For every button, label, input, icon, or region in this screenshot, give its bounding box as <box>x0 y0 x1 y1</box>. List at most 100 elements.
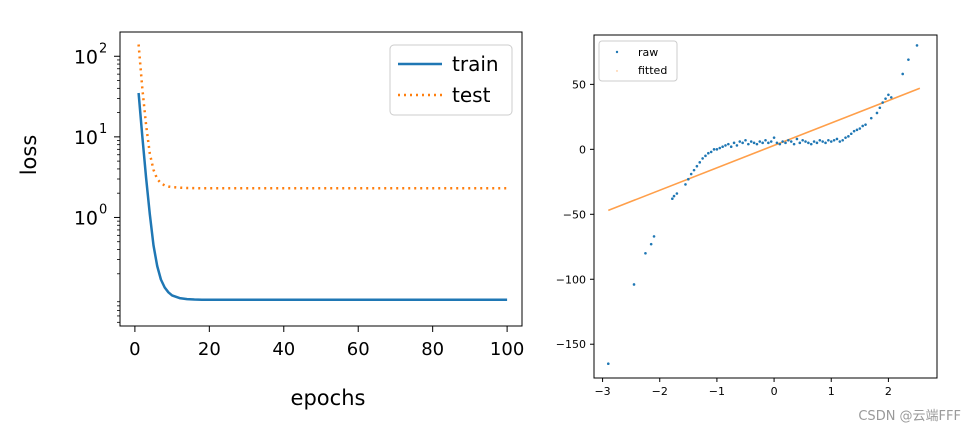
raw-point <box>747 142 750 146</box>
raw-point <box>632 283 636 286</box>
raw-point <box>784 141 787 145</box>
y-tick-exponent: 1 <box>99 122 107 137</box>
raw-point <box>809 142 813 146</box>
raw-point <box>801 138 804 142</box>
x-tick-label: 80 <box>421 339 444 360</box>
raw-point <box>807 141 810 145</box>
raw-point <box>875 111 879 115</box>
raw-point <box>818 138 822 142</box>
raw-point <box>684 183 687 186</box>
raw-point <box>852 129 856 133</box>
fit-chart-y-ticks: −150 −100 −50 0 50 <box>556 78 594 351</box>
raw-point <box>671 197 674 201</box>
raw-point <box>778 142 782 146</box>
fit-chart-frame <box>593 34 938 379</box>
raw-point <box>769 140 773 143</box>
raw-point <box>767 141 770 145</box>
series-line-train <box>137 92 508 302</box>
fit-chart-series <box>606 44 921 366</box>
raw-point <box>827 138 830 142</box>
fit-chart: −3 −2 −1 0 1 2 −150 −100 −50 0 50 raw fitted <box>556 34 938 398</box>
loss-chart-x-ticks: 0 20 40 60 80 100 <box>129 326 524 360</box>
x-axis-label: epochs <box>291 386 366 410</box>
x-tick-label: 2 <box>885 385 892 398</box>
raw-point <box>715 148 719 151</box>
raw-point <box>864 123 867 126</box>
raw-point <box>781 140 784 143</box>
raw-point <box>709 150 713 154</box>
raw-point <box>878 106 882 110</box>
raw-point <box>824 141 827 145</box>
x-tick-label: 20 <box>198 339 221 360</box>
raw-point <box>881 101 884 104</box>
watermark: CSDN @云端FFF <box>858 409 961 424</box>
raw-point <box>869 116 873 120</box>
x-tick-label: 60 <box>347 339 370 360</box>
y-tick-label: 0 <box>579 143 586 156</box>
raw-point <box>821 140 824 143</box>
raw-point <box>732 141 736 145</box>
raw-point <box>792 142 796 146</box>
raw-point <box>712 148 716 151</box>
raw-point <box>907 58 910 61</box>
fit-chart-x-ticks: −3 −2 −1 0 1 2 <box>594 378 892 398</box>
raw-point <box>718 146 722 150</box>
raw-point <box>855 128 859 132</box>
loss-chart-legend: train test <box>389 44 513 116</box>
y-axis-label: loss <box>17 135 41 176</box>
x-tick-label: 0 <box>129 339 140 360</box>
raw-point <box>789 140 793 143</box>
raw-point <box>915 44 919 47</box>
legend-raw-swatch <box>615 50 619 54</box>
raw-point <box>721 145 724 149</box>
raw-point <box>795 137 799 141</box>
raw-point <box>689 172 693 176</box>
x-tick-label: −3 <box>594 385 610 398</box>
raw-point <box>884 97 887 100</box>
raw-point <box>758 140 762 143</box>
raw-point <box>672 194 676 198</box>
y-tick-label: 10 <box>74 207 98 229</box>
raw-point <box>787 138 790 142</box>
raw-point <box>849 132 853 136</box>
raw-point <box>861 124 864 128</box>
x-tick-label: 1 <box>828 385 835 398</box>
raw-point <box>701 157 704 160</box>
y-tick-label: −150 <box>556 338 586 351</box>
raw-point <box>887 93 890 97</box>
x-tick-label: −1 <box>709 385 725 398</box>
raw-point <box>735 144 739 147</box>
raw-point <box>727 142 730 146</box>
raw-point <box>606 362 610 366</box>
raw-point <box>847 135 850 138</box>
legend-train-label: train <box>452 52 499 76</box>
y-tick-label: 10 <box>74 127 98 149</box>
y-tick-exponent: 2 <box>99 41 107 56</box>
raw-point <box>812 140 816 143</box>
legend-raw-label: raw <box>638 46 658 59</box>
raw-point <box>675 192 679 195</box>
raw-point <box>724 144 727 147</box>
raw-point <box>858 127 862 130</box>
y-tick-exponent: 0 <box>99 202 107 217</box>
raw-point <box>749 140 753 143</box>
fitted-line <box>607 87 921 212</box>
raw-point <box>644 251 647 255</box>
raw-point <box>772 136 776 139</box>
y-tick-label: −100 <box>556 273 586 286</box>
raw-point <box>835 137 839 141</box>
x-tick-label: −2 <box>652 385 668 398</box>
raw-point <box>844 136 847 139</box>
raw-point <box>832 138 836 142</box>
x-tick-label: 100 <box>490 339 524 360</box>
x-tick-label: 0 <box>771 385 778 398</box>
legend-fitted-label: fitted <box>638 64 667 77</box>
raw-point <box>738 140 742 143</box>
legend-box <box>598 40 678 82</box>
y-tick-label: −50 <box>563 208 586 221</box>
raw-point <box>798 141 802 145</box>
raw-point <box>707 151 710 155</box>
